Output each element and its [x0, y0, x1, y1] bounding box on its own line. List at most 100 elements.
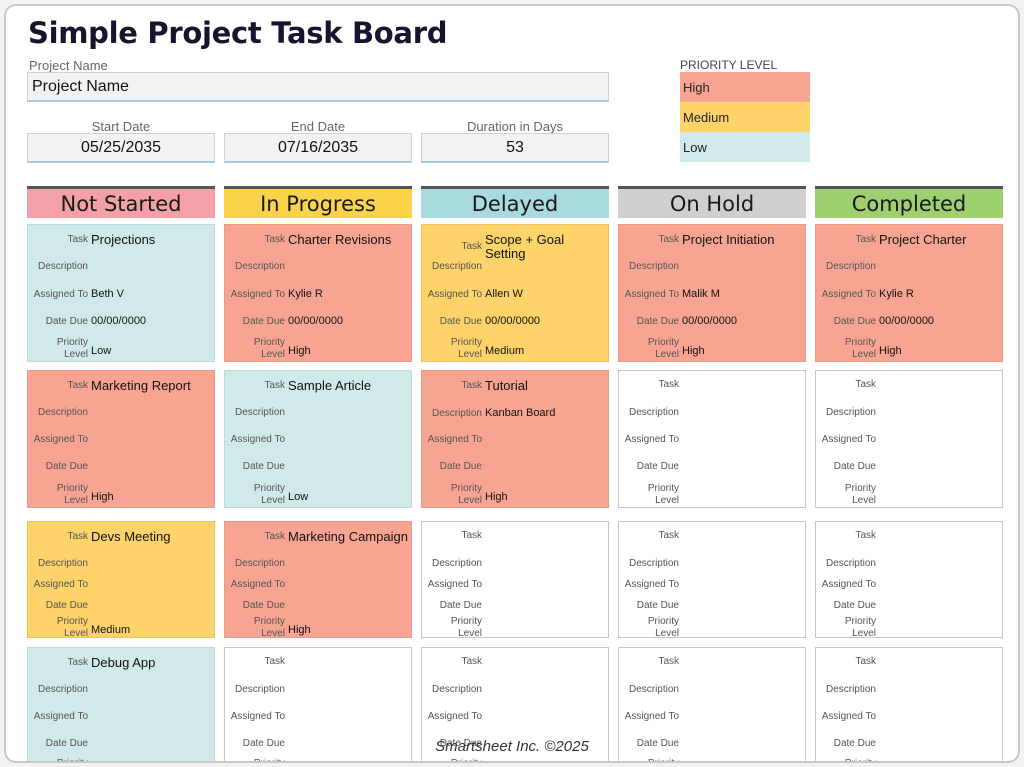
- card-row-task: Task Marketing Campaign: [225, 530, 411, 544]
- card-row-description: Description: [816, 558, 1002, 570]
- task-card[interactable]: Task Projections Description Assigned To Bet…: [27, 224, 215, 362]
- card-label-task: Task: [855, 234, 876, 245]
- card-value-priority-level[interactable]: High: [288, 624, 311, 636]
- task-card[interactable]: Task Description Assigned To Date Due Priori…: [421, 521, 609, 638]
- card-value-task[interactable]: Marketing Campaign: [288, 529, 408, 544]
- task-card[interactable]: Task Description Assigned To Date Due Priori…: [618, 521, 806, 638]
- card-value-priority-level[interactable]: [876, 504, 879, 507]
- card-value-priority-level[interactable]: High: [485, 491, 508, 503]
- card-label-task: Task: [658, 656, 679, 667]
- card-value-assigned-to[interactable]: Kylie R: [879, 288, 914, 300]
- task-card[interactable]: Task Description Assigned To Date Due Priori…: [421, 647, 609, 761]
- card-value-task[interactable]: Marketing Report: [91, 378, 191, 393]
- card-value-date-due[interactable]: 00/00/0000: [879, 315, 935, 327]
- card-row-assigned-to: Assigned To Allen W: [422, 288, 608, 301]
- card-value-task[interactable]: Project Initiation: [682, 232, 775, 247]
- card-label-task: Task: [264, 531, 285, 542]
- card-value-task[interactable]: Devs Meeting: [91, 529, 171, 544]
- end-date-field[interactable]: 07/16/2035: [224, 133, 412, 163]
- card-value-date-due[interactable]: 00/00/0000: [91, 315, 147, 327]
- card-value-task[interactable]: Tutorial: [485, 378, 528, 393]
- task-card[interactable]: Task Project Initiation Description Assigne…: [618, 224, 806, 362]
- card-value-priority-level[interactable]: [482, 637, 485, 638]
- task-card[interactable]: Task Description Assigned To Date Due Priori…: [224, 647, 412, 761]
- card-value-priority-level[interactable]: High: [91, 491, 114, 503]
- duration-field[interactable]: 53: [421, 133, 609, 163]
- card-value-assigned-to[interactable]: Beth V: [91, 288, 125, 300]
- card-row-description: Description: [816, 407, 1002, 419]
- card-row-task: Task Tutorial: [422, 379, 608, 393]
- task-card[interactable]: Task Description Assigned To Date Due Priori…: [815, 647, 1003, 761]
- project-name-field[interactable]: Project Name: [27, 72, 609, 102]
- task-card[interactable]: Task Description Assigned To Date Due Priori…: [618, 647, 806, 761]
- card-row-date-due: Date Due: [422, 461, 608, 473]
- card-value-description[interactable]: Kanban Board: [485, 407, 556, 419]
- task-card[interactable]: Task Charter Revisions Description Assigned…: [224, 224, 412, 362]
- task-card[interactable]: Task Marketing Campaign Description Assigne…: [224, 521, 412, 638]
- card-value-priority-level[interactable]: Low: [91, 345, 112, 357]
- card-row-date-due: Date Due: [816, 738, 1002, 750]
- card-row-date-due: Date Due: [619, 738, 805, 750]
- task-card[interactable]: Task Tutorial Description Kanban Board Assig…: [421, 370, 609, 508]
- task-card[interactable]: Task Devs Meeting Description Assigned To Da…: [27, 521, 215, 638]
- card-label-priority: Priority: [450, 616, 482, 627]
- task-card[interactable]: Task Debug App Description Assigned To Date …: [27, 647, 215, 761]
- task-card[interactable]: Task Project Charter Description Assigned T…: [815, 224, 1003, 362]
- card-value-assigned-to[interactable]: Malik M: [682, 288, 720, 300]
- card-row-task: Task Project Initiation: [619, 233, 805, 247]
- card-label-task: Task: [264, 234, 285, 245]
- card-label-priority: Priority: [844, 616, 876, 627]
- card-value-assigned-to[interactable]: Kylie R: [288, 288, 323, 300]
- card-value-task[interactable]: Debug App: [91, 655, 156, 670]
- card-label-task: Task: [855, 656, 876, 667]
- card-value-task[interactable]: Project Charter: [879, 232, 967, 247]
- card-value-task[interactable]: Sample Article: [288, 378, 372, 393]
- start-date-field[interactable]: 05/25/2035: [27, 133, 215, 163]
- card-value-priority-level[interactable]: Medium: [91, 624, 131, 636]
- card-value-priority-level[interactable]: [679, 637, 682, 638]
- task-card[interactable]: Task Description Assigned To Date Due Priori…: [618, 370, 806, 508]
- task-card[interactable]: Task Description Assigned To Date Due Priori…: [815, 521, 1003, 638]
- card-label-priority: Priority: [844, 483, 876, 494]
- page-title: Simple Project Task Board: [28, 16, 448, 50]
- card-row-assigned-to: Assigned To Malik M: [619, 288, 805, 301]
- card-value-date-due[interactable]: 00/00/0000: [485, 315, 541, 327]
- card-label-assigned-to: Assigned To: [427, 434, 482, 445]
- card-value-priority-level[interactable]: Medium: [485, 345, 525, 357]
- card-value-task[interactable]: Charter Revisions: [288, 232, 392, 247]
- card-value-task[interactable]: Projections: [91, 232, 156, 247]
- card-value-priority-level[interactable]: [679, 504, 682, 507]
- card-row-date-due: Date Due: [422, 600, 608, 612]
- task-card[interactable]: Task Description Assigned To Date Due Priori…: [815, 370, 1003, 508]
- card-row-task: Task: [225, 656, 411, 668]
- task-card[interactable]: Task Marketing Report Description Assigned …: [27, 370, 215, 508]
- card-label-priority: Priority: [422, 758, 482, 761]
- card-value-priority-level[interactable]: High: [682, 345, 705, 357]
- card-row-date-due: Date Due 00/00/0000: [422, 315, 608, 328]
- card-label-date-due: Date Due: [439, 315, 482, 327]
- card-value-date-due[interactable]: 00/00/0000: [288, 315, 344, 327]
- card-label-level: Level: [458, 495, 482, 506]
- card-label-assigned-to: Assigned To: [427, 711, 482, 722]
- card-value-priority-level[interactable]: High: [879, 345, 902, 357]
- card-value-date-due[interactable]: 00/00/0000: [682, 315, 738, 327]
- card-row-description: Description: [619, 684, 805, 696]
- card-label-level: Level: [655, 349, 679, 360]
- card-row-priority-level: Priority Level High: [619, 337, 805, 361]
- card-value-priority-level[interactable]: [876, 637, 879, 638]
- card-value-priority-level[interactable]: High: [288, 345, 311, 357]
- card-row-assigned-to: Assigned To Beth V: [28, 288, 214, 301]
- card-row-task: Task: [816, 530, 1002, 542]
- card-row-task: Task Sample Article: [225, 379, 411, 393]
- card-value-assigned-to[interactable]: Allen W: [485, 288, 523, 300]
- card-value-priority-level[interactable]: Low: [288, 491, 309, 503]
- card-row-assigned-to: Assigned To: [28, 579, 214, 591]
- task-card[interactable]: Task Scope + Goal Setting Description Assig…: [421, 224, 609, 362]
- card-value-task[interactable]: Scope + Goal Setting: [485, 232, 565, 261]
- task-card[interactable]: Task Sample Article Description Assigned To…: [224, 370, 412, 508]
- card-label-date-due: Date Due: [45, 461, 88, 472]
